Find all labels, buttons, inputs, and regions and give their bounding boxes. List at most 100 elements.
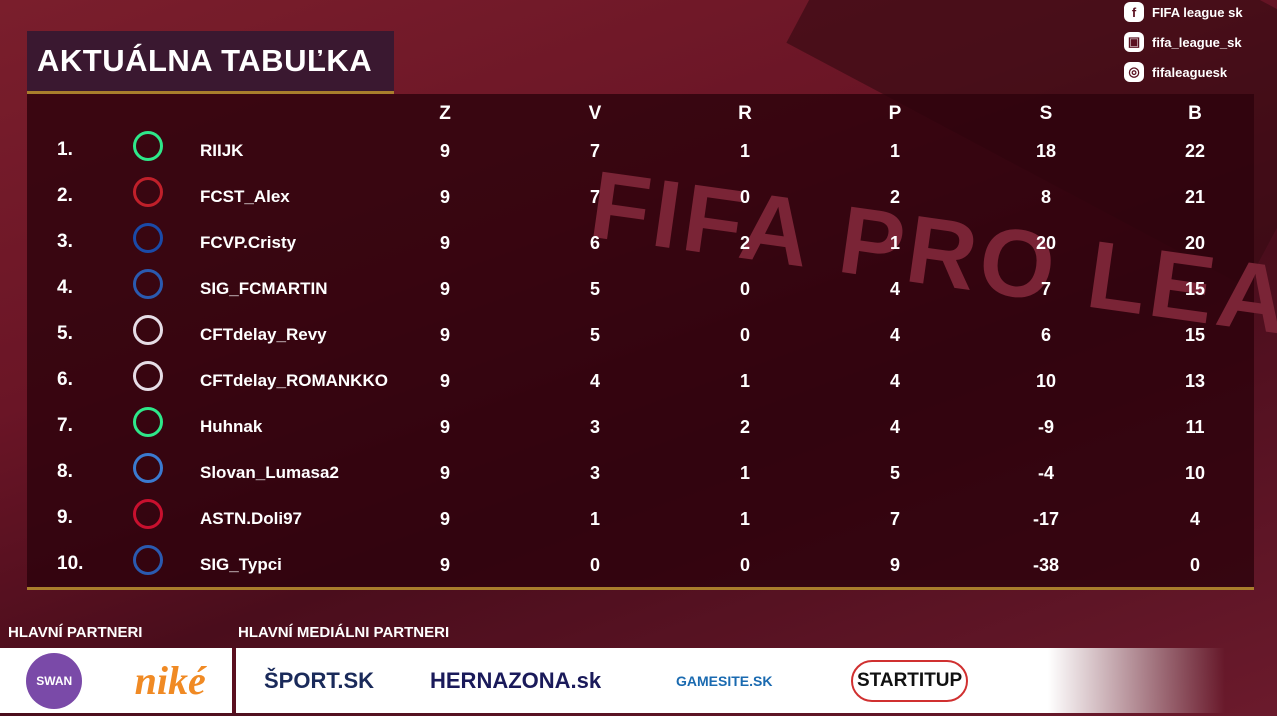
stat-r: 2: [739, 233, 751, 253]
stat-p: 4: [889, 371, 901, 391]
stat-b: 15: [1184, 279, 1206, 299]
media-partners-label: HLAVNÍ MEDIÁLNI PARTNERI: [238, 624, 450, 641]
sport-sk-logo[interactable]: ŠPORT.SK: [264, 667, 375, 693]
stat-p: 1: [889, 233, 901, 253]
social-link-0[interactable]: f FIFA league sk: [1124, 2, 1243, 22]
rank: 5.: [57, 323, 73, 344]
table-row: 2. FCST_Alex 9 7 0 2 8 21: [27, 177, 1254, 217]
stat-v: 1: [589, 509, 601, 529]
rank: 1.: [57, 139, 73, 160]
stat-s: -9: [1037, 417, 1055, 437]
stat-s: 6: [1040, 325, 1052, 345]
table-row: 3. FCVP.Cristy 9 6 2 1 20 20: [27, 223, 1254, 263]
main-partners-label: HLAVNÍ PARTNERI: [8, 624, 143, 641]
stat-z: 9: [439, 233, 451, 253]
stat-p: 1: [889, 141, 901, 161]
team-logo-icon: [133, 315, 163, 345]
stat-z: 9: [439, 555, 451, 575]
stat-b: 10: [1184, 463, 1206, 483]
stat-v: 7: [589, 141, 601, 161]
rank: 9.: [57, 507, 73, 528]
team-logo-icon: [133, 131, 163, 161]
team-logo-icon: [133, 177, 163, 207]
stat-r: 1: [739, 141, 751, 161]
stat-z: 9: [439, 371, 451, 391]
player-name: SIG_Typci: [200, 555, 282, 574]
stat-v: 5: [589, 325, 601, 345]
stat-s: -4: [1037, 463, 1055, 483]
team-logo-icon: [133, 407, 163, 437]
stat-r: 2: [739, 417, 751, 437]
page-title: AKTUÁLNA TABUĽKA: [27, 31, 394, 94]
player-name: CFTdelay_ROMANKKO: [200, 371, 388, 390]
startitup-logo[interactable]: STARTITUP: [851, 659, 969, 702]
rank: 10.: [57, 553, 84, 574]
facebook-icon: f: [1124, 2, 1144, 22]
stat-v: 4: [589, 371, 601, 391]
stat-r: 0: [739, 187, 751, 207]
stat-z: 9: [439, 463, 451, 483]
team-logo-icon: [133, 453, 163, 483]
stat-r: 1: [739, 463, 751, 483]
stat-p: 4: [889, 417, 901, 437]
player-name: FCST_Alex: [200, 187, 290, 206]
stat-s: 20: [1035, 233, 1057, 253]
stat-b: 15: [1184, 325, 1206, 345]
team-logo-icon: [133, 361, 163, 391]
stat-z: 9: [439, 141, 451, 161]
stat-v: 6: [589, 233, 601, 253]
stat-p: 9: [889, 555, 901, 575]
stat-s: -17: [1032, 509, 1060, 529]
table-row: 5. CFTdelay_Revy 9 5 0 4 6 15: [27, 315, 1254, 355]
table-row: 7. Huhnak 9 3 2 4 -9 11: [27, 407, 1254, 447]
stat-b: 11: [1185, 417, 1205, 437]
gamesite-logo[interactable]: GAMESITE.SK: [676, 672, 773, 689]
social-link-1[interactable]: ▣ fifa_league_sk: [1124, 32, 1242, 52]
rank: 6.: [57, 369, 73, 390]
team-logo-icon: [133, 269, 163, 299]
stat-s: 18: [1035, 141, 1057, 161]
stat-p: 4: [889, 325, 901, 345]
main-partners: SWAN niké: [0, 648, 232, 713]
stat-z: 9: [439, 279, 451, 299]
column-header: P: [888, 103, 902, 124]
swan-logo[interactable]: SWAN: [26, 652, 83, 709]
stat-z: 9: [439, 509, 451, 529]
hernazona-logo[interactable]: HERNAZONA.sk: [430, 667, 602, 693]
rank: 2.: [57, 185, 73, 206]
column-header: B: [1188, 103, 1202, 124]
player-name: Slovan_Lumasa2: [200, 463, 339, 482]
table-row: 1. RIIJK 9 7 1 1 18 22: [27, 131, 1254, 171]
partners-divider: [232, 648, 236, 713]
social-label: fifaleaguesk: [1152, 64, 1228, 80]
stat-s: 8: [1040, 187, 1052, 207]
social-label: fifa_league_sk: [1152, 34, 1242, 50]
stat-r: 1: [739, 371, 751, 391]
media-partners: ŠPORT.SK HERNAZONA.sk GAMESITE.SK STARTI…: [236, 648, 1277, 713]
stat-z: 9: [439, 325, 451, 345]
stat-v: 5: [589, 279, 601, 299]
rank: 7.: [57, 415, 73, 436]
stat-v: 0: [589, 555, 601, 575]
rank: 4.: [57, 277, 73, 298]
twitch-icon: ▣: [1124, 32, 1144, 52]
stat-v: 3: [589, 463, 601, 483]
team-logo-icon: [133, 545, 163, 575]
stat-p: 5: [889, 463, 901, 483]
player-name: ASTN.Doli97: [200, 509, 303, 528]
table-row: 8. Slovan_Lumasa2 9 3 1 5 -4 10: [27, 453, 1254, 493]
rank: 3.: [57, 231, 73, 252]
stat-b: 21: [1184, 187, 1206, 207]
player-name: Huhnak: [200, 417, 263, 436]
player-name: FCVP.Cristy: [200, 233, 297, 252]
social-link-2[interactable]: ◎ fifaleaguesk: [1124, 62, 1227, 82]
stat-s: 10: [1035, 371, 1057, 391]
stat-s: -38: [1032, 555, 1060, 575]
nike-logo[interactable]: niké: [134, 658, 206, 703]
player-name: SIG_FCMARTIN: [200, 279, 328, 298]
column-header: S: [1039, 103, 1053, 124]
stat-b: 13: [1184, 371, 1206, 391]
stat-b: 0: [1189, 555, 1201, 575]
stat-v: 7: [589, 187, 601, 207]
